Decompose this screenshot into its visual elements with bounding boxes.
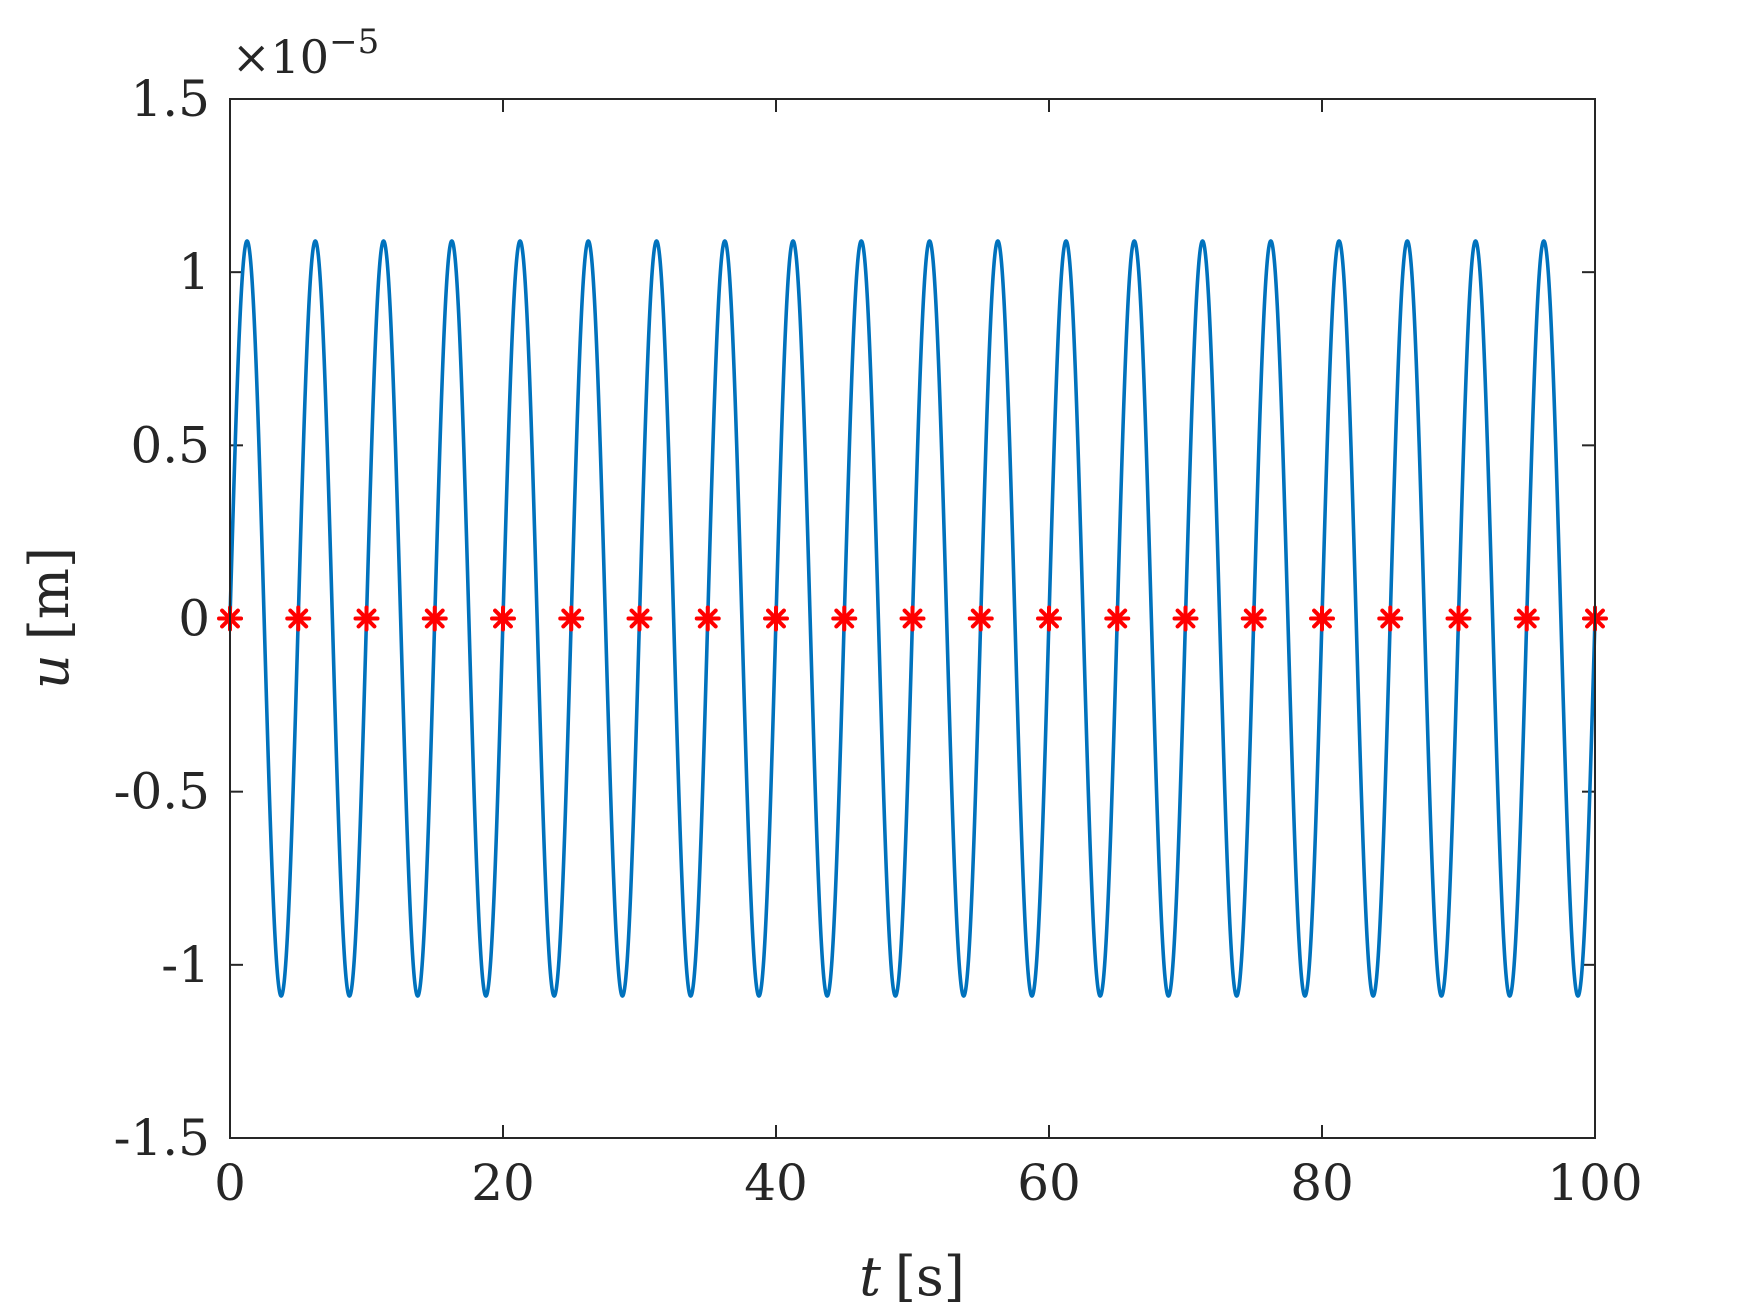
asterisk-marker — [1172, 605, 1199, 632]
asterisk-marker — [1036, 605, 1062, 632]
asterisk-marker — [967, 605, 994, 632]
asterisk-marker — [421, 605, 448, 632]
x-axis-title: t [s] — [859, 1245, 965, 1308]
asterisk-marker — [1513, 605, 1540, 632]
x-tick-label: 60 — [1017, 1154, 1081, 1212]
x-axis-unit: [s] — [895, 1245, 965, 1308]
asterisk-marker — [558, 605, 585, 632]
y-axis-var: u — [18, 654, 81, 689]
asterisk-marker — [1104, 605, 1131, 632]
asterisk-marker — [1377, 605, 1404, 632]
y-tick-label: 1.5 — [130, 70, 210, 128]
y-tick-label: -1.5 — [114, 1109, 210, 1167]
asterisk-marker — [899, 605, 926, 632]
y-tick-label: 0.5 — [130, 416, 210, 474]
y-exponent-prefix: ×10 — [232, 30, 329, 84]
y-axis-title: u [m] — [18, 547, 81, 689]
x-tick-label: 40 — [744, 1154, 808, 1212]
y-tick-label: 1 — [178, 243, 210, 301]
x-tick-label: 80 — [1290, 1154, 1354, 1212]
tick-labels: 0 20 40 60 80 100 -1.5 -1 -0.5 0 0.5 1 1.5 — [114, 70, 1643, 1212]
x-tick-label: 100 — [1547, 1154, 1642, 1212]
y-tick-label: -0.5 — [114, 763, 210, 821]
asterisk-marker — [1309, 605, 1335, 632]
asterisk-marker — [831, 605, 858, 632]
x-tick-label: 20 — [471, 1154, 535, 1212]
data-series — [217, 239, 1608, 998]
asterisk-marker — [694, 605, 721, 632]
asterisk-marker — [1240, 605, 1267, 632]
x-tick-label: 0 — [214, 1154, 246, 1212]
y-tick-label: -1 — [161, 936, 210, 994]
y-exponent-power: −5 — [329, 22, 379, 62]
y-axis-unit: [m] — [18, 547, 81, 640]
x-axis-var: t — [859, 1245, 881, 1308]
asterisk-marker — [353, 605, 380, 632]
asterisk-marker — [763, 605, 789, 632]
asterisk-marker — [490, 605, 516, 632]
asterisk-marker — [285, 605, 312, 632]
plot-frame — [229, 98, 1596, 1139]
asterisk-marker — [626, 605, 653, 632]
y-exponent-label: ×10−5 — [232, 22, 379, 84]
y-tick-label: 0 — [178, 590, 210, 648]
asterisk-marker — [1445, 605, 1472, 632]
